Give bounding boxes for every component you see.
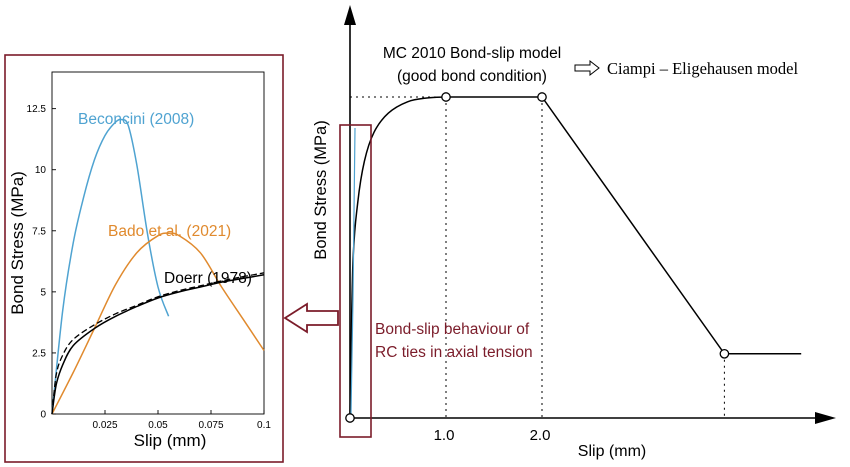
ciampi-label: Ciampi – Eligehausen model — [607, 59, 799, 78]
inset-x-tick-label: 0.025 — [92, 420, 117, 431]
main-chart: 1.0 2.0 Bond Stress (MPa) Slip (mm) MC 20… — [312, 5, 836, 460]
legend-bado: Bado et al. (2021) — [108, 223, 231, 240]
inset-y-tick-label: 5 — [40, 287, 46, 298]
main-guides — [350, 96, 725, 418]
inset-x-tick-label: 0.05 — [148, 420, 168, 431]
tension-note-line-1: Bond-slip behaviour of — [375, 321, 530, 338]
tension-region-box — [339, 124, 372, 438]
legend-doerr: Doerr (1978) — [164, 270, 252, 287]
main-x-axis-label: Slip (mm) — [578, 443, 646, 460]
curve-marker — [345, 413, 355, 423]
inset-y-tick-label: 12.5 — [27, 104, 47, 115]
inset-chart: 0 2.5 5 7.5 10 12.5 0.025 0.05 0.075 0.1 Bond St… — [4, 54, 284, 463]
mc2010-curve — [349, 96, 802, 419]
main-y-axis-label: Bond Stress (MPa) — [312, 120, 330, 259]
main-markers — [345, 92, 730, 423]
inset-x-axis-label: Slip (mm) — [134, 431, 207, 450]
hollow-arrow-left-icon — [283, 302, 339, 334]
inset-curves — [51, 118, 265, 415]
tension-note-line-2: RC ties in axial tension — [375, 344, 533, 361]
inset-x-tick-label: 0.075 — [198, 420, 223, 431]
mini-beconcini-curve — [350, 127, 356, 415]
curve-marker — [719, 348, 730, 359]
inset-y-ticks: 0 2.5 5 7.5 10 12.5 — [27, 104, 56, 421]
main-chart-title: MC 2010 Bond-slip model — [383, 45, 561, 62]
inset-y-tick-label: 2.5 — [32, 348, 46, 359]
main-curve — [349, 96, 802, 419]
main-x-tick-label: 1.0 — [434, 427, 455, 444]
inset-x-tick-label: 0.1 — [257, 420, 271, 431]
inset-y-tick-label: 10 — [35, 165, 47, 176]
doerr-curve — [51, 274, 265, 415]
inset-y-tick-label: 7.5 — [32, 226, 46, 237]
inset-frame — [4, 54, 284, 463]
curve-marker — [537, 92, 547, 102]
main-y-axis-arrow-icon — [344, 5, 356, 25]
hollow-arrow-right-icon — [574, 59, 600, 77]
inset-y-tick-label: 0 — [40, 410, 46, 421]
main-chart-subtitle: (good bond condition) — [397, 68, 547, 85]
curve-marker — [441, 92, 451, 102]
main-x-tick-label: 2.0 — [530, 427, 551, 444]
legend-beconcini: Beconcini (2008) — [78, 111, 194, 128]
inset-x-ticks: 0.025 0.05 0.075 0.1 — [92, 410, 271, 431]
inset-y-axis-label: Bond Stress (MPa) — [8, 171, 27, 315]
beconcini-curve — [51, 118, 170, 415]
main-x-ticks: 1.0 2.0 — [434, 427, 551, 444]
dashed-reference-curve — [51, 272, 265, 415]
bado-curve — [51, 232, 265, 415]
main-x-axis-arrow-icon — [815, 412, 836, 424]
